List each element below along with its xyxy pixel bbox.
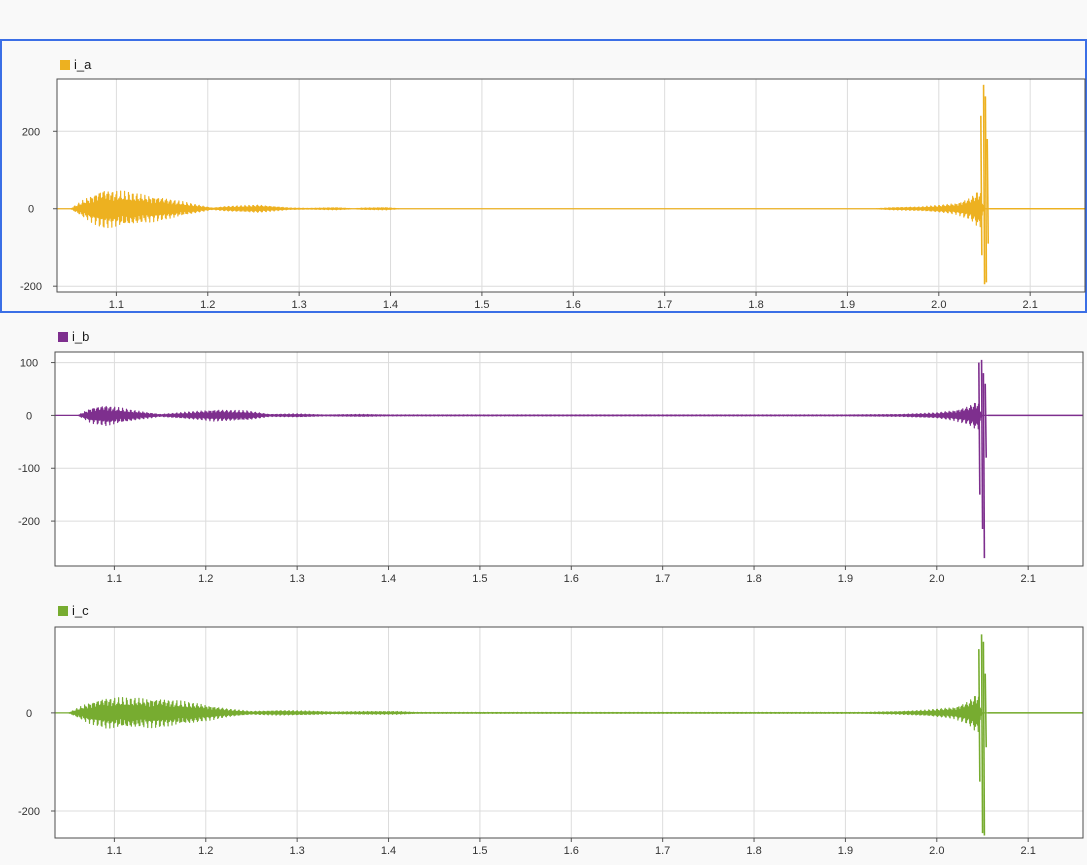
fault-spike [982, 641, 986, 836]
x-tick-label: 2.1 [1023, 299, 1038, 311]
x-tick-label: 1.6 [564, 845, 579, 857]
plot-border [54, 351, 1084, 567]
y-tick-label: 0 [26, 410, 32, 422]
x-tick-label: 1.8 [746, 573, 761, 585]
fault-spike [980, 634, 984, 834]
x-tick-label: 1.6 [566, 299, 581, 311]
fault-spike [984, 673, 988, 748]
legend[interactable]: i_a [60, 57, 91, 72]
x-tick-label: 1.3 [290, 573, 305, 585]
x-tick-label: 1.9 [838, 573, 853, 585]
fault-spike [982, 84, 986, 285]
plot-area [57, 79, 1085, 292]
plot-panel-i-c[interactable]: i_c 1.1 1.2 1.3 1.4 1.5 1.6 1.7 1.8 1.9 2.0 2.1 -20… [0, 587, 1087, 865]
legend-label: i_b [72, 329, 90, 344]
x-tick-label: 1.9 [838, 845, 853, 857]
x-tick-label: 1.5 [472, 573, 487, 585]
x-tick-label: 2.1 [1021, 845, 1036, 857]
y-tick-label: 100 [20, 358, 38, 370]
fault-spike [986, 139, 990, 244]
x-tick-label: 1.5 [472, 845, 487, 857]
x-tick-label: 1.8 [746, 845, 761, 857]
plot-area [55, 627, 1083, 838]
x-tick-label: 1.2 [198, 845, 213, 857]
x-tick-label: 1.9 [840, 299, 855, 311]
plot-area [55, 352, 1083, 566]
y-tick-label: -200 [20, 281, 42, 293]
y-tick-label: -100 [18, 463, 40, 475]
signal-trace-i_c [54, 696, 1084, 733]
x-tick-label: 1.7 [655, 573, 670, 585]
x-tick-label: 1.1 [107, 573, 122, 585]
legend-swatch [60, 59, 70, 70]
fault-spike [980, 115, 983, 256]
legend-label: i_a [74, 57, 92, 72]
fault-spike [984, 96, 988, 283]
chart-svg[interactable]: 1.1 1.2 1.3 1.4 1.5 1.6 1.7 1.8 1.9 2.0 2.1 -200 0 [0, 587, 1087, 865]
signal-trace-i_a [56, 190, 1086, 229]
legend[interactable]: i_b [58, 329, 89, 344]
y-tick-label: 200 [22, 126, 40, 138]
x-tick-label: 1.4 [383, 299, 398, 311]
x-tick-label: 1.5 [474, 299, 489, 311]
legend[interactable]: i_c [58, 603, 89, 618]
x-tick-label: 1.4 [381, 845, 396, 857]
fault-spike [978, 649, 981, 782]
x-tick-label: 1.2 [200, 299, 215, 311]
x-tick-label: 1.8 [748, 299, 763, 311]
y-tick-label: -200 [18, 806, 40, 818]
x-tick-label: 1.7 [655, 845, 670, 857]
x-tick-label: 1.3 [292, 299, 307, 311]
x-tick-label: 1.2 [198, 573, 213, 585]
legend-swatch [58, 331, 68, 342]
fault-spike [980, 359, 984, 530]
x-tick-label: 2.1 [1021, 573, 1036, 585]
chart-svg[interactable]: 1.1 1.2 1.3 1.4 1.5 1.6 1.7 1.8 1.9 2.0 2.1 -200 -10… [0, 313, 1087, 587]
x-tick-label: 1.3 [290, 845, 305, 857]
x-tick-label: 1.7 [657, 299, 672, 311]
chart-svg[interactable]: 1.1 1.2 1.3 1.4 1.5 1.6 1.7 1.8 1.9 2.0 2.1 -200 0 20… [2, 41, 1087, 315]
x-tick-label: 1.6 [564, 573, 579, 585]
x-tick-label: 2.0 [929, 573, 944, 585]
x-tick-label: 1.4 [381, 573, 396, 585]
y-tick-label: 0 [26, 708, 32, 720]
legend-label: i_c [72, 603, 89, 618]
x-tick-label: 2.0 [931, 299, 946, 311]
plot-border [56, 78, 1086, 293]
plot-panel-i-a[interactable]: i_a 1.1 1.2 1.3 1.4 1.5 1.6 1.7 1.8 1.9 2.0 2.1 -20… [0, 39, 1087, 313]
fault-spike [982, 373, 986, 559]
plot-border [54, 626, 1084, 839]
signal-trace-i_b [54, 402, 1084, 430]
x-tick-label: 1.1 [109, 299, 124, 311]
fault-spike [984, 383, 988, 458]
y-tick-label: 0 [28, 204, 34, 216]
y-tick-label: -200 [18, 516, 40, 528]
x-tick-label: 2.0 [929, 845, 944, 857]
fault-spike [978, 362, 981, 495]
legend-swatch [58, 605, 68, 616]
plot-panel-i-b[interactable]: i_b 1.1 1.2 1.3 1.4 1.5 1.6 1.7 1.8 1.9 2.0 2.1 -20… [0, 313, 1087, 587]
x-tick-label: 1.1 [107, 845, 122, 857]
